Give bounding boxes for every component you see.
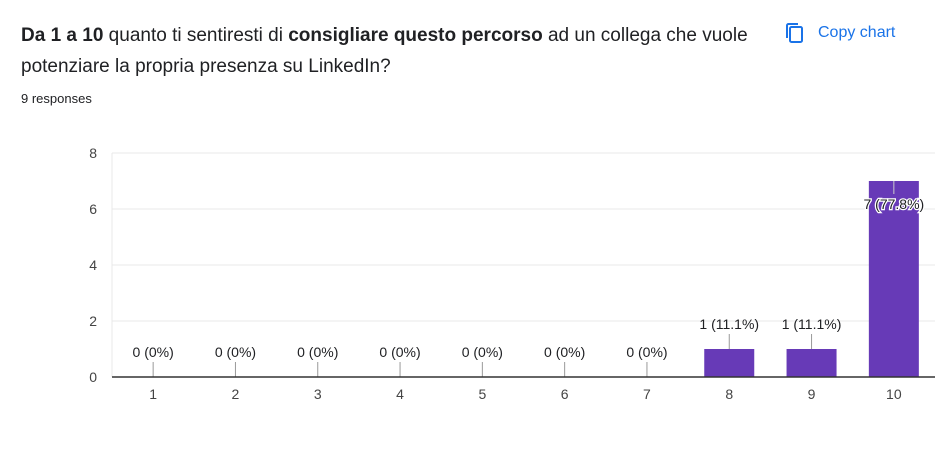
data-label: 1 (11.1%) <box>699 316 759 332</box>
x-tick-label: 10 <box>886 386 902 402</box>
y-tick-label: 6 <box>89 201 97 217</box>
data-label: 0 (0%) <box>626 344 667 360</box>
data-label: 0 (0%) <box>297 344 338 360</box>
data-label: 7 (77.8%) <box>863 196 924 212</box>
question-title-part: Da 1 a 10 <box>21 25 104 46</box>
x-tick-label: 4 <box>396 386 404 402</box>
x-tick-label: 6 <box>561 386 569 402</box>
data-label: 0 (0%) <box>215 344 256 360</box>
data-label: 0 (0%) <box>133 344 174 360</box>
question-title: Da 1 a 10 quanto ti sentiresti di consig… <box>21 20 761 82</box>
data-label: 0 (0%) <box>379 344 420 360</box>
responses-count: 9 responses <box>21 91 92 106</box>
question-title-part: quanto ti sentiresti di <box>103 25 289 46</box>
x-tick-label: 2 <box>232 386 240 402</box>
data-label: 0 (0%) <box>544 344 585 360</box>
copy-chart-label: Copy chart <box>818 24 896 41</box>
x-tick-label: 5 <box>478 386 486 402</box>
data-label: 0 (0%) <box>462 344 503 360</box>
data-label: 1 (11.1%) <box>782 316 842 332</box>
copy-chart-button[interactable]: Copy chart <box>782 16 895 50</box>
x-tick-label: 8 <box>725 386 733 402</box>
copy-icon <box>782 21 806 45</box>
question-title-part: ad un collega che vuole potenziare la pr… <box>21 25 748 77</box>
bar[interactable] <box>704 349 755 377</box>
x-tick-label: 3 <box>314 386 322 402</box>
x-tick-label: 1 <box>149 386 157 402</box>
bar[interactable] <box>868 181 919 377</box>
x-tick-label: 9 <box>808 386 816 402</box>
y-tick-label: 8 <box>89 145 97 161</box>
y-tick-label: 2 <box>89 313 97 329</box>
y-tick-label: 0 <box>89 369 97 385</box>
x-tick-label: 7 <box>643 386 651 402</box>
y-tick-label: 4 <box>89 257 97 273</box>
bar[interactable] <box>786 349 837 377</box>
question-title-part: consigliare questo percorso <box>288 25 543 46</box>
